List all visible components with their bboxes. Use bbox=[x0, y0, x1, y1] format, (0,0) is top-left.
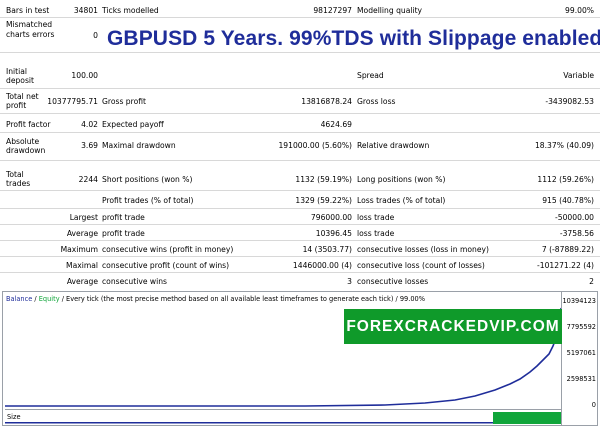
largest-loss-value: -50000.00 bbox=[555, 213, 594, 222]
profit-trades-value: 1329 (59.22%) bbox=[295, 196, 352, 205]
maximal-drawdown-value: 191000.00 (5.60%) bbox=[278, 141, 352, 150]
legend-equity: Equity bbox=[38, 295, 60, 303]
net-profit-label: Total net profit bbox=[6, 92, 39, 110]
separator bbox=[0, 160, 600, 161]
largest-profit-label: profit trade bbox=[102, 213, 145, 222]
avg-cons-losses-label: consecutive losses bbox=[357, 277, 429, 286]
maximal-prefix: Maximal bbox=[66, 261, 98, 270]
ticks-label: Ticks modelled bbox=[102, 6, 159, 15]
mismatch-label: Mismatched charts errors bbox=[6, 20, 55, 39]
modelling-quality-label: Modelling quality bbox=[357, 6, 423, 15]
long-positions-label: Long positions (won %) bbox=[357, 175, 446, 184]
maximal-cons-profit-value: 1446000.00 (4) bbox=[292, 261, 352, 270]
separator bbox=[0, 272, 600, 273]
maximal-cons-profit-label: consecutive profit (count of wins) bbox=[102, 261, 230, 270]
profit-factor-value: 4.02 bbox=[81, 120, 98, 129]
maximal-drawdown-label: Maximal drawdown bbox=[102, 141, 176, 150]
maximal-cons-loss-value: -101271.22 (4) bbox=[537, 261, 594, 270]
mismatch-value: 0 bbox=[93, 31, 98, 40]
total-trades-value: 2244 bbox=[78, 175, 98, 184]
absolute-drawdown-label: Absolute drawdown bbox=[6, 137, 46, 155]
size-baseline bbox=[5, 422, 493, 424]
separator bbox=[0, 113, 600, 114]
bars-value: 34801 bbox=[73, 6, 98, 15]
gross-loss-value: -3439082.53 bbox=[545, 97, 594, 106]
size-panel: Size bbox=[5, 409, 561, 424]
separator bbox=[0, 256, 600, 257]
separator bbox=[0, 224, 600, 225]
maximum-prefix: Maximum bbox=[60, 245, 98, 254]
relative-drawdown-label: Relative drawdown bbox=[357, 141, 430, 150]
expected-payoff-value: 4624.69 bbox=[320, 120, 352, 129]
profit-factor-label: Profit factor bbox=[6, 120, 51, 129]
legend-separator: / bbox=[34, 295, 37, 303]
gross-profit-value: 13816878.24 bbox=[301, 97, 352, 106]
watermark-banner: FOREXCRACKEDVIP.COM bbox=[344, 309, 562, 344]
headline: GBPUSD 5 Years. 99%TDS with Slippage ena… bbox=[107, 27, 600, 50]
long-positions-value: 1112 (59.26%) bbox=[537, 175, 594, 184]
size-label: Size bbox=[7, 413, 21, 421]
gross-profit-label: Gross profit bbox=[102, 97, 146, 106]
absolute-drawdown-value: 3.69 bbox=[81, 141, 98, 150]
y-tick: 7795592 bbox=[566, 323, 596, 331]
total-trades-label: Total trades bbox=[6, 170, 31, 188]
net-profit-value: 10377795.71 bbox=[47, 97, 98, 106]
avg-cons-wins-value: 3 bbox=[347, 277, 352, 286]
bars-label: Bars in test bbox=[6, 6, 50, 15]
average-profit-value: 10396.45 bbox=[315, 229, 352, 238]
avg-cons-wins-label: consecutive wins bbox=[102, 277, 168, 286]
separator bbox=[0, 17, 600, 18]
avg-cons-prefix: Average bbox=[66, 277, 98, 286]
largest-loss-label: loss trade bbox=[357, 213, 395, 222]
separator bbox=[0, 88, 600, 89]
loss-trades-label: Loss trades (% of total) bbox=[357, 196, 446, 205]
short-positions-value: 1132 (59.19%) bbox=[295, 175, 352, 184]
deposit-label: Initial deposit bbox=[6, 67, 35, 85]
y-tick: 10394123 bbox=[562, 297, 596, 305]
expected-payoff-label: Expected payoff bbox=[102, 120, 164, 129]
y-tick: 2598531 bbox=[566, 375, 596, 383]
largest-prefix: Largest bbox=[69, 213, 98, 222]
loss-trades-value: 915 (40.78%) bbox=[542, 196, 594, 205]
max-cons-wins-label: consecutive wins (profit in money) bbox=[102, 245, 234, 254]
max-cons-losses-value: 7 (-87889.22) bbox=[541, 245, 594, 254]
profit-trades-label: Profit trades (% of total) bbox=[102, 196, 194, 205]
relative-drawdown-value: 18.37% (40.09) bbox=[534, 141, 594, 150]
size-histogram bbox=[5, 412, 561, 424]
max-cons-wins-value: 14 (3503.77) bbox=[302, 245, 352, 254]
y-tick: 0 bbox=[591, 401, 596, 409]
ticks-value: 98127297 bbox=[313, 6, 352, 15]
separator bbox=[0, 208, 600, 209]
separator bbox=[0, 52, 600, 53]
gross-loss-label: Gross loss bbox=[357, 97, 396, 106]
spread-value: Variable bbox=[563, 71, 594, 80]
deposit-value: 100.00 bbox=[71, 71, 98, 80]
y-tick: 5197061 bbox=[566, 349, 596, 357]
average-loss-value: -3758.56 bbox=[559, 229, 594, 238]
legend-balance: Balance bbox=[6, 295, 33, 303]
spread-label: Spread bbox=[357, 71, 384, 80]
separator bbox=[0, 240, 600, 241]
largest-profit-value: 796000.00 bbox=[310, 213, 352, 222]
chart-legend: Balance / Equity / Every tick (the most … bbox=[6, 295, 425, 303]
average-prefix: Average bbox=[66, 229, 98, 238]
average-profit-label: profit trade bbox=[102, 229, 145, 238]
average-loss-label: loss trade bbox=[357, 229, 395, 238]
separator bbox=[0, 190, 600, 191]
separator bbox=[0, 132, 600, 133]
short-positions-label: Short positions (won %) bbox=[102, 175, 193, 184]
avg-cons-losses-value: 2 bbox=[589, 277, 594, 286]
size-bars bbox=[493, 412, 561, 424]
test-report: Bars in test 34801 Ticks modelled 981272… bbox=[0, 6, 600, 286]
legend-description: / Every tick (the most precise method ba… bbox=[61, 295, 425, 303]
max-cons-losses-label: consecutive losses (loss in money) bbox=[357, 245, 489, 254]
maximal-cons-loss-label: consecutive loss (count of losses) bbox=[357, 261, 485, 270]
y-axis: 10394123 7795592 5197061 2598531 0 bbox=[561, 292, 598, 425]
modelling-quality-value: 99.00% bbox=[565, 6, 594, 15]
